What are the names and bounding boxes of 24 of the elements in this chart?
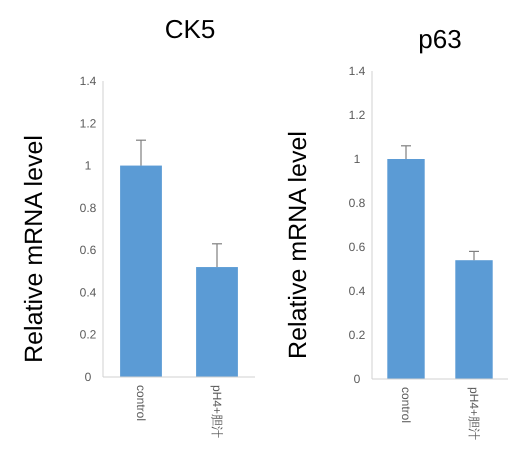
y-tick-label: 1.4 (80, 74, 97, 88)
y-tick-label: 1 (354, 152, 361, 166)
y-tick-label: 1.2 (80, 116, 97, 130)
y-tick-label: 0.2 (348, 328, 366, 342)
y-tick-label: 0.6 (348, 240, 366, 254)
chart-title: p63 (418, 24, 462, 54)
y-tick-label: 0 (354, 372, 361, 386)
y-axis-title: Relative mRNA level (284, 131, 312, 359)
x-tick-label: pH4+胆汁 (210, 385, 224, 438)
y-tick-label: 1.2 (348, 108, 366, 122)
x-tick-label: pH4+胆汁 (467, 387, 481, 440)
y-tick-label: 0.6 (80, 243, 97, 258)
x-tick-label: control (134, 385, 148, 422)
y-tick-label: 0.8 (348, 196, 366, 210)
chart-title: CK5 (164, 14, 216, 44)
y-tick-label: 0.2 (80, 328, 97, 342)
y-tick-label: 1.4 (348, 64, 366, 78)
x-tick-label: control (399, 387, 413, 424)
y-tick-label: 0.4 (80, 285, 97, 300)
y-tick-label: 0.8 (80, 200, 97, 215)
y-tick-label: 0 (84, 370, 92, 384)
y-tick-label: 1 (84, 158, 92, 173)
y-tick-label: 0.4 (348, 284, 366, 298)
y-axis-title: Relative mRNA level (20, 135, 48, 363)
